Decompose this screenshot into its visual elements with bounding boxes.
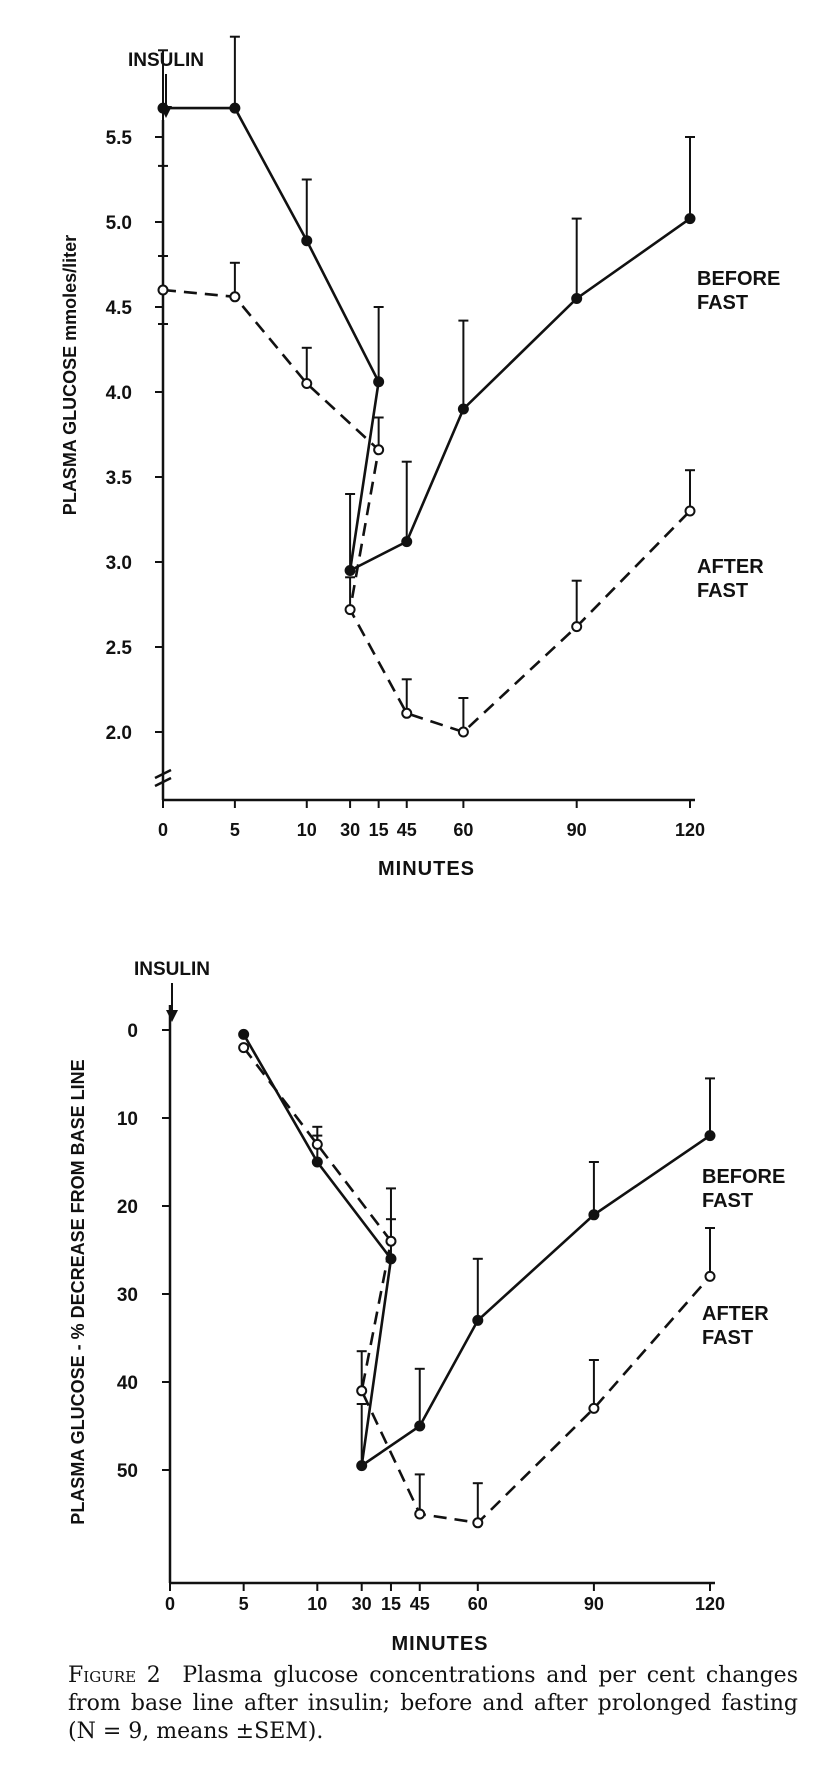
insulin-annotation: INSULIN [128, 50, 204, 71]
axis-break-mark [154, 776, 172, 788]
series-line-before-fast [163, 106, 691, 573]
figure-caption: Figure 2 Plasma glucose concentrations a… [68, 1662, 798, 1746]
data-point-before-fast [401, 536, 413, 548]
series-label-line: AFTER [702, 1303, 769, 1325]
y-tick-label: 4.0 [106, 383, 132, 404]
series-label-after-fast: AFTER FAST [697, 556, 764, 602]
x-tick-label: 15 [381, 1594, 401, 1614]
caption-label: Figure 2 [68, 1663, 161, 1688]
x-tick-label: 90 [567, 820, 587, 840]
data-point-after-fast [373, 444, 385, 456]
x-tick-label: 45 [397, 820, 417, 840]
data-point-after-fast [684, 505, 696, 517]
data-point-before-fast [457, 403, 469, 415]
data-point-after-fast [344, 604, 356, 616]
data-point-before-fast [414, 1420, 426, 1432]
y-tick-label: 3.0 [106, 553, 132, 574]
y-tick-label: 0 [127, 1021, 138, 1042]
data-point-after-fast [472, 1517, 484, 1529]
x-tick-label: 10 [307, 1594, 327, 1614]
series-label-before-fast: BEFORE FAST [702, 1166, 785, 1212]
data-point-after-fast [229, 291, 241, 303]
y-tick-label: 2.5 [106, 638, 133, 659]
series-label-line: FAST [702, 1327, 753, 1349]
x-tick-label: 120 [695, 1594, 725, 1614]
y-tick-label: 20 [117, 1197, 138, 1218]
series-label-line: FAST [697, 580, 748, 602]
data-point-after-fast [356, 1385, 368, 1397]
x-tick-label: 15 [369, 820, 389, 840]
x-tick-label: 5 [230, 820, 240, 840]
data-point-before-fast [157, 102, 169, 114]
data-point-after-fast [157, 284, 169, 296]
x-tick-label: 30 [340, 820, 360, 840]
data-point-before-fast [373, 376, 385, 388]
data-point-before-fast [311, 1156, 323, 1168]
data-point-after-fast [238, 1042, 250, 1054]
data-point-after-fast [704, 1270, 716, 1282]
y-tick-label: 5.0 [106, 213, 132, 234]
x-tick-label: 45 [410, 1594, 430, 1614]
y-axis-title: PLASMA GLUCOSE mmoles/liter [60, 235, 80, 515]
x-tick-label: 5 [239, 1594, 249, 1614]
x-tick-label: 10 [297, 820, 317, 840]
data-point-after-fast [401, 707, 413, 719]
insulin-annotation: INSULIN [134, 959, 210, 980]
series-line-after-fast [242, 1046, 711, 1525]
series-label-line: FAST [697, 292, 748, 314]
y-tick-label: 30 [117, 1285, 138, 1306]
data-point-before-fast [238, 1028, 250, 1040]
axis-break-mark [154, 768, 172, 780]
x-axis-title: MINUTES [378, 858, 475, 880]
series-label-line: BEFORE [702, 1166, 785, 1188]
panel-percent-decrease: 0 10 20 30 40 50 0 5 10 15 30 45 60 90 120 MINUTES PLASM… [68, 959, 785, 1655]
data-point-before-fast [229, 102, 241, 114]
data-point-after-fast [414, 1508, 426, 1520]
series-label-before-fast: BEFORE FAST [697, 268, 780, 314]
data-point-before-fast [704, 1130, 716, 1142]
series-label-line: FAST [702, 1190, 753, 1212]
y-tick-label: 10 [117, 1109, 138, 1130]
data-point-before-fast [356, 1460, 368, 1472]
y-tick-label: 3.5 [106, 468, 133, 489]
y-tick-label: 4.5 [106, 298, 133, 319]
x-tick-label: 120 [675, 820, 705, 840]
data-point-after-fast [311, 1138, 323, 1150]
caption-text: Plasma glucose concentrations and per ce… [68, 1663, 798, 1744]
data-point-after-fast [301, 378, 313, 389]
series-label-line: AFTER [697, 556, 764, 578]
x-axis-title: MINUTES [392, 1633, 489, 1655]
data-point-before-fast [571, 293, 583, 304]
series-label-line: BEFORE [697, 268, 780, 290]
data-point-before-fast [684, 213, 696, 225]
x-tick-label: 60 [468, 1594, 488, 1614]
insulin-arrow-head [166, 1010, 178, 1022]
data-point-before-fast [472, 1314, 484, 1326]
x-tick-label: 30 [352, 1594, 372, 1614]
series-line-before-fast [242, 1033, 711, 1469]
series-label-after-fast: AFTER FAST [702, 1303, 769, 1349]
series-line-after-fast [162, 288, 691, 734]
data-point-after-fast [457, 726, 469, 738]
data-point-after-fast [571, 621, 583, 633]
x-tick-label: 0 [165, 1594, 175, 1614]
x-tick-label: 60 [453, 820, 473, 840]
y-tick-label: 2.0 [106, 723, 132, 744]
data-point-before-fast [588, 1209, 600, 1221]
y-tick-label: 50 [117, 1461, 138, 1482]
data-point-after-fast [588, 1402, 600, 1414]
y-tick-label: 5.5 [106, 128, 133, 149]
panel-absolute-glucose: 2.0 2.5 3.0 3.5 4.0 4.5 5.0 5.5 0 5 10 15 30 45 60 90 12… [60, 35, 780, 880]
x-tick-label: 0 [158, 820, 168, 840]
data-point-after-fast [385, 1235, 397, 1247]
data-point-before-fast [344, 565, 356, 576]
y-axis-title: PLASMA GLUCOSE - % DECREASE FROM BASE LI… [68, 1059, 88, 1524]
x-tick-label: 90 [584, 1594, 604, 1614]
data-point-before-fast [301, 235, 313, 247]
y-tick-label: 40 [117, 1373, 138, 1394]
